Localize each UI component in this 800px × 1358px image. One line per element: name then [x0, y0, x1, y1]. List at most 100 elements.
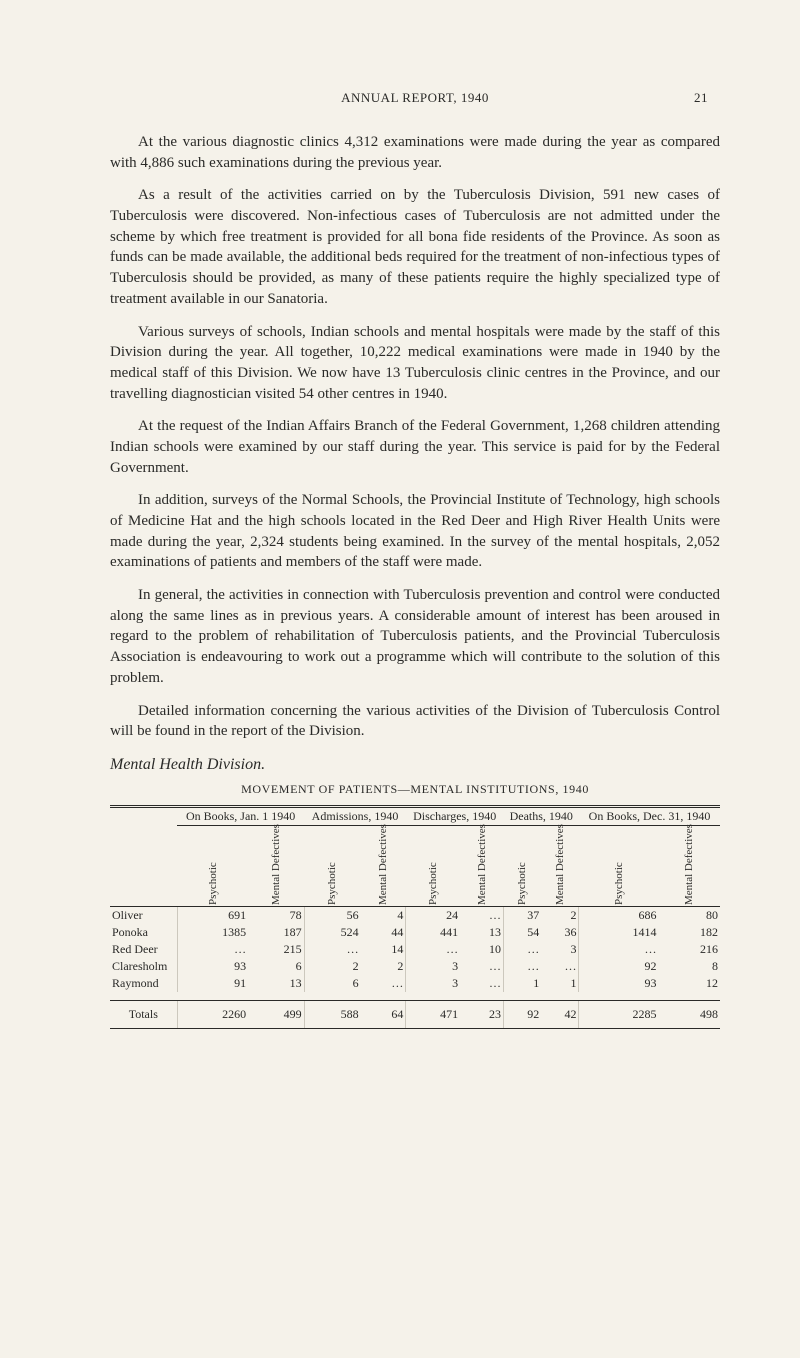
row-label: Claresholm [110, 958, 177, 975]
cell: 2285 [579, 1000, 659, 1028]
cell: 1 [541, 975, 579, 992]
page-number: 21 [694, 90, 708, 106]
cell: 2 [304, 958, 360, 975]
cell: 2 [361, 958, 406, 975]
cell: 3 [406, 975, 460, 992]
sub-header-psychotic: Psychotic [579, 825, 659, 906]
paragraph-2: As a result of the activities carried on… [110, 185, 720, 309]
row-label: Oliver [110, 906, 177, 924]
cell: 2260 [177, 1000, 248, 1028]
cell: … [504, 958, 542, 975]
cell: 471 [406, 1000, 460, 1028]
table-caption: MOVEMENT OF PATIENTS—MENTAL INSTITUTIONS… [110, 782, 720, 797]
group-header: Admissions, 1940 [304, 806, 406, 825]
sub-header-mental-defectives: Mental Defectives [361, 825, 406, 906]
cell: … [361, 975, 406, 992]
table-row: Oliver 691 78 56 4 24 … 37 2 686 80 [110, 906, 720, 924]
cell: 13 [248, 975, 304, 992]
cell: 1 [504, 975, 542, 992]
group-header: Deaths, 1940 [504, 806, 579, 825]
spacer-row [110, 992, 720, 1001]
cell: 80 [659, 906, 721, 924]
group-header: Discharges, 1940 [406, 806, 504, 825]
cell: … [304, 941, 360, 958]
cell: 3 [541, 941, 579, 958]
paragraph-5: In addition, surveys of the Normal Schoo… [110, 490, 720, 573]
table-group-header-row: On Books, Jan. 1 1940 Admissions, 1940 D… [110, 806, 720, 825]
paragraph-4: At the request of the Indian Affairs Bra… [110, 416, 720, 478]
table-sub-header-row: Psychotic Mental Defectives Psychotic Me… [110, 825, 720, 906]
cell: … [460, 975, 503, 992]
table-row: Ponoka 1385 187 524 44 441 13 54 36 1414… [110, 924, 720, 941]
table-corner-cell [110, 806, 177, 825]
cell: 686 [579, 906, 659, 924]
cell: … [541, 958, 579, 975]
table-row: Red Deer … 215 … 14 … 10 … 3 … 216 [110, 941, 720, 958]
cell: 78 [248, 906, 304, 924]
running-header: ANNUAL REPORT, 1940 21 [110, 90, 720, 106]
paragraph-6: In general, the activities in connection… [110, 585, 720, 688]
cell: 23 [460, 1000, 503, 1028]
cell: 588 [304, 1000, 360, 1028]
sub-header-psychotic: Psychotic [304, 825, 360, 906]
cell: 13 [460, 924, 503, 941]
cell: 44 [361, 924, 406, 941]
cell: 499 [248, 1000, 304, 1028]
cell: 6 [304, 975, 360, 992]
row-label: Ponoka [110, 924, 177, 941]
totals-row: Totals 2260 499 588 64 471 23 92 42 2285… [110, 1000, 720, 1028]
group-header: On Books, Dec. 31, 1940 [579, 806, 720, 825]
table-body: Oliver 691 78 56 4 24 … 37 2 686 80 Pono… [110, 906, 720, 1028]
cell: … [504, 941, 542, 958]
cell: 64 [361, 1000, 406, 1028]
sub-header-mental-defectives: Mental Defectives [460, 825, 503, 906]
cell: 10 [460, 941, 503, 958]
cell: … [579, 941, 659, 958]
patients-table: On Books, Jan. 1 1940 Admissions, 1940 D… [110, 805, 720, 1029]
sub-header-psychotic: Psychotic [406, 825, 460, 906]
cell: 1385 [177, 924, 248, 941]
page: ANNUAL REPORT, 1940 21 At the various di… [0, 0, 800, 1358]
cell: 92 [504, 1000, 542, 1028]
sub-header-mental-defectives: Mental Defectives [659, 825, 721, 906]
cell: … [177, 941, 248, 958]
cell: 56 [304, 906, 360, 924]
cell: 6 [248, 958, 304, 975]
table-row: Raymond 91 13 6 … 3 … 1 1 93 12 [110, 975, 720, 992]
cell: … [406, 941, 460, 958]
running-title: ANNUAL REPORT, 1940 [341, 90, 489, 106]
cell: 92 [579, 958, 659, 975]
cell: 54 [504, 924, 542, 941]
sub-header-psychotic: Psychotic [504, 825, 542, 906]
cell: 524 [304, 924, 360, 941]
cell: 42 [541, 1000, 579, 1028]
group-header: On Books, Jan. 1 1940 [177, 806, 304, 825]
cell: 8 [659, 958, 721, 975]
cell: 2 [541, 906, 579, 924]
cell: 441 [406, 924, 460, 941]
cell: 3 [406, 958, 460, 975]
paragraph-3: Various surveys of schools, Indian schoo… [110, 322, 720, 405]
cell: 498 [659, 1000, 721, 1028]
cell: 4 [361, 906, 406, 924]
cell: 93 [177, 958, 248, 975]
cell: … [460, 906, 503, 924]
cell: 36 [541, 924, 579, 941]
sub-header-mental-defectives: Mental Defectives [248, 825, 304, 906]
paragraph-7: Detailed information concerning the vari… [110, 701, 720, 742]
paragraph-1: At the various diagnostic clinics 4,312 … [110, 132, 720, 173]
sub-header-mental-defectives: Mental Defectives [541, 825, 579, 906]
cell: 93 [579, 975, 659, 992]
totals-label: Totals [110, 1000, 177, 1028]
cell: 1414 [579, 924, 659, 941]
sub-header-psychotic: Psychotic [177, 825, 248, 906]
cell: 691 [177, 906, 248, 924]
row-label: Raymond [110, 975, 177, 992]
cell: 187 [248, 924, 304, 941]
cell: 24 [406, 906, 460, 924]
table-corner-cell [110, 825, 177, 906]
cell: 216 [659, 941, 721, 958]
cell: 215 [248, 941, 304, 958]
row-label: Red Deer [110, 941, 177, 958]
cell: … [460, 958, 503, 975]
